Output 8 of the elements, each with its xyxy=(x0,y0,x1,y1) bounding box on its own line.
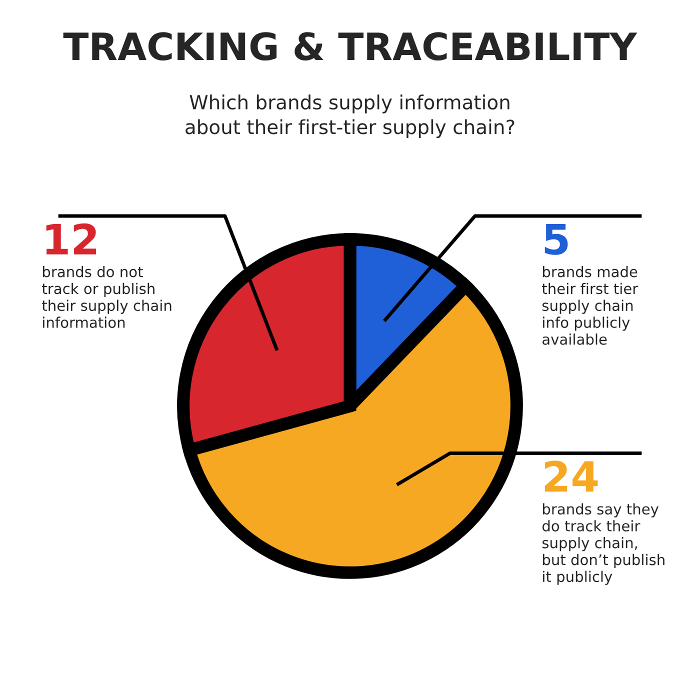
slice-label: brands made their first tier supply chain info publicly available xyxy=(542,266,638,345)
data-label: 24 xyxy=(544,460,598,492)
chart-subtitle: Which brands supply information about their first-tier supply chain? xyxy=(186,94,514,138)
slice-label: brands say they do track their supply chain, but don’t publish it publicly xyxy=(542,503,664,585)
chart-title: TRACKING & TRACEABILITY xyxy=(63,32,638,61)
data-label: 12 xyxy=(46,223,96,254)
slice-label: brands do not track or publish their supply chain information xyxy=(42,266,172,328)
data-label: 5 xyxy=(544,224,568,255)
